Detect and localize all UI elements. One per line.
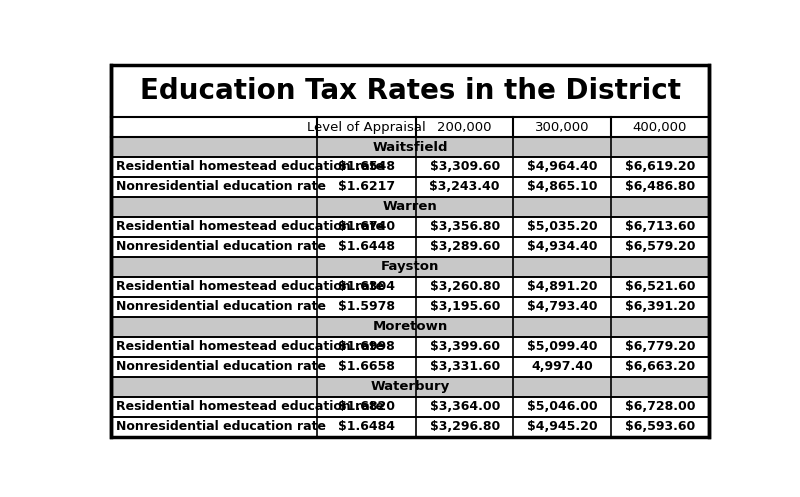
Bar xyxy=(111,137,709,157)
Text: $3,243.40: $3,243.40 xyxy=(430,180,500,193)
Bar xyxy=(111,337,709,357)
Text: Education Tax Rates in the District: Education Tax Rates in the District xyxy=(139,77,681,105)
Text: $3,260.80: $3,260.80 xyxy=(430,280,500,293)
Text: $3,195.60: $3,195.60 xyxy=(430,300,500,313)
Text: $3,399.60: $3,399.60 xyxy=(430,340,500,353)
Text: $4,865.10: $4,865.10 xyxy=(527,180,598,193)
Bar xyxy=(111,277,709,297)
Text: $6,713.60: $6,713.60 xyxy=(625,220,695,234)
Text: $3,309.60: $3,309.60 xyxy=(430,161,500,173)
Text: $1.6217: $1.6217 xyxy=(338,180,395,193)
Text: $4,945.20: $4,945.20 xyxy=(526,420,598,433)
Text: $6,486.80: $6,486.80 xyxy=(625,180,695,193)
Text: Waitsfield: Waitsfield xyxy=(372,141,448,154)
Text: 200,000: 200,000 xyxy=(438,121,492,134)
Text: $4,891.20: $4,891.20 xyxy=(527,280,598,293)
Bar xyxy=(111,157,709,177)
Text: Waterbury: Waterbury xyxy=(370,380,450,393)
Text: $5,046.00: $5,046.00 xyxy=(526,400,598,413)
Text: 4,997.40: 4,997.40 xyxy=(531,360,593,373)
Bar xyxy=(111,317,709,337)
Text: Nonresidential education rate: Nonresidential education rate xyxy=(115,360,326,373)
Text: $6,619.20: $6,619.20 xyxy=(625,161,695,173)
Text: $1.6484: $1.6484 xyxy=(338,420,395,433)
Text: Fayston: Fayston xyxy=(381,260,439,273)
Text: $3,364.00: $3,364.00 xyxy=(430,400,500,413)
Bar xyxy=(111,416,709,436)
Text: Warren: Warren xyxy=(382,200,438,213)
Bar xyxy=(111,197,709,217)
Text: $3,331.60: $3,331.60 xyxy=(430,360,500,373)
Text: $1.6304: $1.6304 xyxy=(338,280,395,293)
Text: $1.6998: $1.6998 xyxy=(338,340,395,353)
Text: Residential homestead education rate: Residential homestead education rate xyxy=(115,340,384,353)
Bar xyxy=(111,297,709,317)
Text: Residential homestead education rate: Residential homestead education rate xyxy=(115,400,384,413)
Text: Nonresidential education rate: Nonresidential education rate xyxy=(115,420,326,433)
Text: $3,356.80: $3,356.80 xyxy=(430,220,500,234)
Text: $4,793.40: $4,793.40 xyxy=(527,300,598,313)
Text: $5,035.20: $5,035.20 xyxy=(526,220,598,234)
Text: $1.6740: $1.6740 xyxy=(338,220,395,234)
Text: $5,099.40: $5,099.40 xyxy=(527,340,598,353)
Text: $4,934.40: $4,934.40 xyxy=(527,241,598,253)
Text: Residential homestead education rate: Residential homestead education rate xyxy=(115,220,384,234)
Text: Moretown: Moretown xyxy=(372,320,448,333)
Text: $6,728.00: $6,728.00 xyxy=(625,400,695,413)
Text: $1.6820: $1.6820 xyxy=(338,400,395,413)
Bar xyxy=(111,397,709,416)
Bar xyxy=(111,117,709,137)
Text: $6,391.20: $6,391.20 xyxy=(625,300,695,313)
Text: $1.6548: $1.6548 xyxy=(338,161,395,173)
Text: $6,521.60: $6,521.60 xyxy=(625,280,695,293)
Bar xyxy=(111,177,709,197)
Text: Nonresidential education rate: Nonresidential education rate xyxy=(115,300,326,313)
Text: Nonresidential education rate: Nonresidential education rate xyxy=(115,180,326,193)
Text: Residential homestead education rate: Residential homestead education rate xyxy=(115,161,384,173)
Bar xyxy=(111,66,709,117)
Text: 300,000: 300,000 xyxy=(535,121,590,134)
Text: 400,000: 400,000 xyxy=(633,121,687,134)
Text: $6,579.20: $6,579.20 xyxy=(625,241,695,253)
Text: $1.5978: $1.5978 xyxy=(338,300,395,313)
Bar xyxy=(111,217,709,237)
Text: $6,779.20: $6,779.20 xyxy=(625,340,695,353)
Text: $3,296.80: $3,296.80 xyxy=(430,420,500,433)
Text: Residential homestead education rate: Residential homestead education rate xyxy=(115,280,384,293)
Text: Level of Appraisal: Level of Appraisal xyxy=(307,121,426,134)
Text: $1.6448: $1.6448 xyxy=(338,241,395,253)
Text: $1.6658: $1.6658 xyxy=(338,360,395,373)
Bar xyxy=(111,357,709,377)
Bar xyxy=(111,257,709,277)
Text: $6,663.20: $6,663.20 xyxy=(625,360,695,373)
Bar xyxy=(111,377,709,397)
Text: $4,964.40: $4,964.40 xyxy=(527,161,598,173)
Text: Nonresidential education rate: Nonresidential education rate xyxy=(115,241,326,253)
Text: $6,593.60: $6,593.60 xyxy=(625,420,695,433)
Text: $3,289.60: $3,289.60 xyxy=(430,241,500,253)
Bar xyxy=(111,237,709,257)
